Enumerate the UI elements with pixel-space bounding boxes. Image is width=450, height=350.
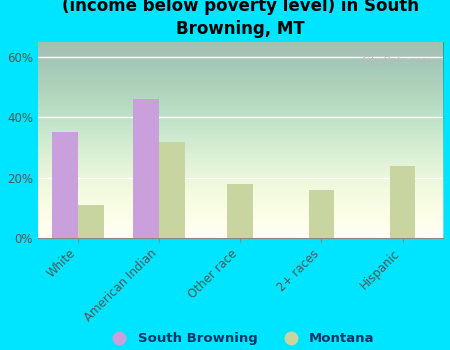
Text: City-Data.com: City-Data.com [361,56,431,66]
Bar [78,205,104,238]
Bar [227,184,253,238]
Bar [309,190,334,238]
Legend: South Browning, Montana: South Browning, Montana [101,327,380,350]
Title: Breakdown of poor residents within races
(income below poverty level) in South
B: Breakdown of poor residents within races… [45,0,436,38]
Bar [390,166,415,238]
Bar [159,141,185,238]
Bar [134,99,159,238]
Bar [52,132,78,238]
